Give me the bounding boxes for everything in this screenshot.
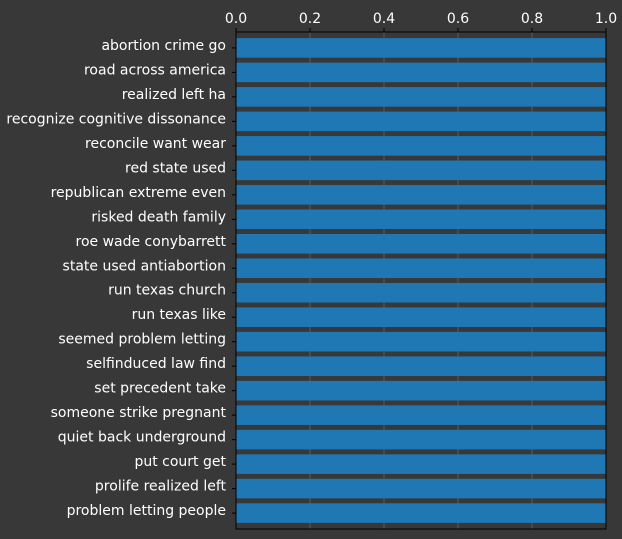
y-tick-label: state used antiabortion — [63, 258, 226, 274]
x-tick-label: 1.0 — [595, 11, 617, 27]
y-tick-label: risked death family — [91, 209, 226, 225]
bar — [236, 38, 606, 58]
y-tick-label: prolife realized left — [95, 479, 227, 495]
plot-frame — [235, 31, 607, 530]
bar — [236, 356, 606, 376]
bar — [236, 429, 606, 450]
y-tick-label: set precedent take — [94, 381, 226, 397]
x-axis-ticks: 0.0 0.2 0.4 0.6 0.8 1.0 — [225, 11, 617, 32]
bar — [236, 331, 606, 352]
bar — [236, 503, 606, 523]
y-tick-label: someone strike pregnant — [51, 405, 227, 421]
bar — [236, 136, 606, 156]
y-tick-label: put court get — [134, 454, 226, 470]
y-tick-label: run texas like — [132, 307, 226, 323]
bar — [236, 258, 606, 279]
bar — [236, 282, 606, 303]
y-tick-label: problem letting people — [67, 503, 226, 519]
bar — [236, 62, 606, 83]
bar — [236, 380, 606, 401]
y-tick-label: abortion crime go — [101, 38, 226, 54]
y-tick-label: realized left ha — [122, 87, 226, 103]
y-tick-label: roe wade conybarrett — [76, 234, 227, 250]
x-tick-label: 0.4 — [373, 11, 395, 27]
y-tick-label: run texas church — [108, 283, 226, 299]
bar — [236, 185, 606, 205]
bar — [236, 160, 606, 181]
x-tick-label: 0.0 — [225, 11, 247, 27]
y-axis-ticks: abortion crime go road across america real… — [6, 38, 236, 519]
x-tick-label: 0.6 — [447, 11, 469, 27]
bar — [236, 405, 606, 425]
x-tick-label: 0.2 — [299, 11, 321, 27]
bar — [236, 209, 606, 230]
bar — [236, 454, 606, 474]
y-tick-label: republican extreme even — [51, 185, 226, 201]
y-tick-label: red state used — [125, 160, 226, 176]
y-tick-label: seemed problem letting — [58, 332, 226, 348]
axes — [235, 31, 607, 530]
bar — [236, 233, 606, 254]
bar — [236, 87, 606, 107]
y-tick-label: quiet back underground — [58, 430, 226, 446]
y-tick-label: reconcile want wear — [85, 136, 226, 152]
x-tick-label: 0.8 — [521, 11, 543, 27]
y-tick-label: recognize cognitive dissonance — [6, 111, 226, 127]
bar — [236, 478, 606, 499]
y-tick-label: selfinduced law find — [86, 356, 226, 372]
y-tick-label: road across america — [84, 62, 226, 78]
bar — [236, 111, 606, 132]
bar — [236, 307, 606, 328]
bars — [236, 38, 606, 523]
